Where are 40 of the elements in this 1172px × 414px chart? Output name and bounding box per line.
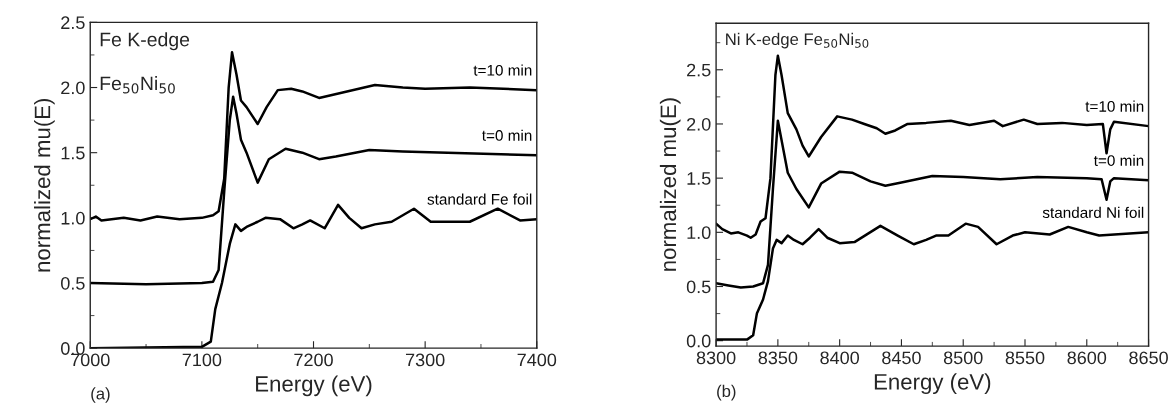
y-tick-label: 2.5 — [61, 16, 85, 30]
x-axis-title: Energy (eV) — [874, 373, 991, 395]
y-tick-label: 1.0 — [687, 226, 711, 240]
x-tick-label: 8300 — [696, 351, 736, 365]
y-tick-label: 1.0 — [61, 211, 85, 225]
series-label: t=0 min — [482, 129, 532, 141]
x-axis-title: Energy (eV) — [256, 375, 372, 397]
series-label: t=10 min — [1085, 100, 1144, 112]
y-tick-label: 1.5 — [687, 172, 711, 185]
x-tick-label: 8600 — [1067, 351, 1107, 365]
x-tick-label: 8500 — [943, 351, 983, 365]
x-tick-label: 7200 — [294, 353, 333, 367]
series-label: t=10 min — [473, 64, 532, 76]
x-tick-label: 8550 — [1005, 351, 1045, 365]
x-tick-label: 7000 — [71, 353, 110, 367]
x-tick-label: 7100 — [182, 353, 222, 367]
annotation: Ni K-edge Fe$_{50}$Ni$_{50}$ — [726, 32, 869, 49]
text: (a) — [91, 387, 110, 403]
x-tick-label: 8650 — [1129, 351, 1168, 365]
y-tick-label: 2.0 — [687, 117, 711, 131]
y-axis-title: normalized mu(E) — [659, 98, 681, 271]
annotation: Fe K-edge — [100, 32, 190, 51]
text: (b) — [717, 384, 736, 401]
series-label: t=0 min — [1093, 154, 1144, 166]
y-tick-label: 2.5 — [687, 63, 711, 77]
annotation: Fe$_{50}$Ni$_{50}$ — [100, 76, 175, 94]
x-tick-label: 8350 — [758, 351, 798, 365]
y-axis-title: normalized mu(E) — [34, 98, 55, 272]
x-tick-label: 7300 — [405, 353, 445, 367]
x-tick-label: 8450 — [882, 351, 921, 365]
x-tick-label: 7400 — [517, 353, 557, 367]
y-tick-label: 0.5 — [686, 280, 711, 294]
series-label: standard Fe foil — [427, 193, 532, 205]
y-tick-label: 2.0 — [61, 81, 85, 95]
y-tick-label: 0.0 — [686, 334, 711, 348]
y-tick-label: 1.5 — [61, 146, 85, 160]
y-tick-label: 0.5 — [60, 276, 85, 290]
y-tick-label: 0.0 — [60, 342, 85, 355]
series-label: standard Ni foil — [1042, 206, 1144, 218]
x-tick-label: 8400 — [820, 351, 860, 365]
